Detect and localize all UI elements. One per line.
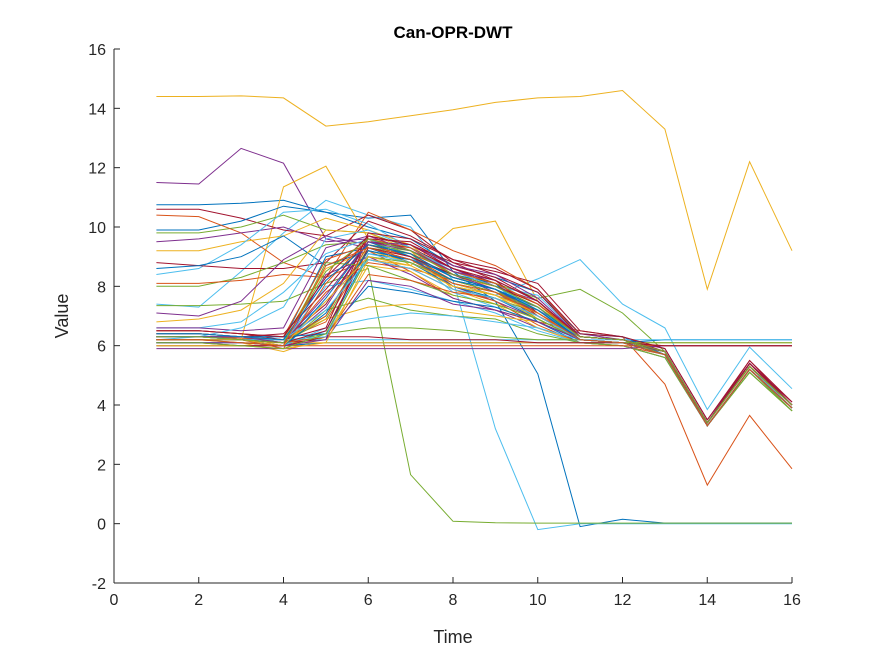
x-tick-label: 14 [698,592,716,609]
series-line-37 [156,336,792,347]
y-tick-label: 4 [97,398,106,415]
series-line-1 [156,89,793,292]
y-tick-label: 8 [97,279,106,296]
x-tick-label: 16 [783,592,801,609]
x-tick-label: 10 [529,592,547,609]
y-tick-label: 12 [88,161,106,178]
x-tick-label: 12 [614,592,632,609]
y-tick-label: -2 [92,576,106,593]
series-line-4 [156,199,792,531]
series-line-66 [156,238,793,424]
y-tick-label: 14 [88,101,106,118]
x-axis-ticks: 0 2 4 6 8 10 12 14 16 [110,577,801,609]
series-lines [156,89,793,531]
series-line-68 [156,247,793,427]
x-tick-label: 6 [364,592,373,609]
chart-title: Can-OPR-DWT [394,23,514,42]
y-tick-label: 2 [97,457,106,474]
series-line-5 [156,267,792,524]
x-tick-label: 4 [279,592,288,609]
x-tick-label: 8 [449,592,458,609]
x-tick-label: 2 [194,592,203,609]
y-tick-label: 0 [97,517,106,534]
x-axis-label: Time [433,627,472,647]
x-tick-label: 0 [110,592,119,609]
y-tick-label: 6 [97,339,106,356]
y-tick-label: 16 [88,42,106,59]
y-axis-ticks: -2 0 2 4 6 8 10 12 14 16 [88,42,120,593]
y-tick-label: 10 [88,220,106,237]
y-axis-label: Value [52,294,72,339]
